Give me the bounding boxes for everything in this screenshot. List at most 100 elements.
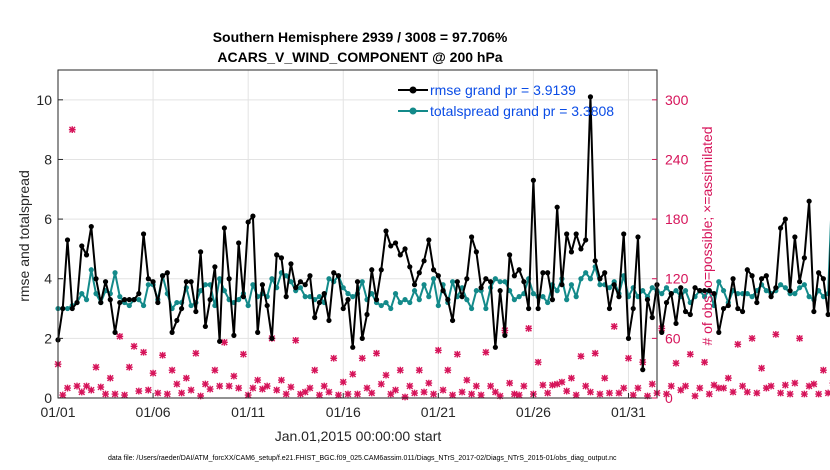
rmse-point bbox=[88, 223, 94, 230]
obs-point bbox=[387, 390, 395, 398]
obs-point bbox=[805, 382, 813, 390]
obs-point bbox=[292, 336, 300, 344]
legend-spread-marker bbox=[409, 107, 417, 115]
rmse-point bbox=[583, 237, 589, 243]
totalspread-point bbox=[492, 276, 498, 282]
rmse-point bbox=[663, 299, 670, 306]
obs-point bbox=[515, 391, 523, 399]
rmse-point bbox=[445, 297, 451, 303]
rmse-point bbox=[340, 305, 346, 312]
totalspread-point bbox=[449, 279, 456, 285]
rmse-point bbox=[792, 234, 798, 240]
rmse-point bbox=[240, 294, 247, 300]
obs-point bbox=[316, 391, 323, 399]
obs-point bbox=[743, 388, 751, 396]
obs-point bbox=[796, 334, 804, 342]
rmse-point bbox=[440, 288, 446, 294]
totalspread-point bbox=[288, 279, 294, 285]
rmse-point bbox=[245, 219, 251, 225]
obs-point bbox=[121, 391, 128, 399]
obs-point bbox=[68, 126, 76, 134]
totalspread-point bbox=[568, 282, 575, 288]
totalspread-point bbox=[801, 282, 807, 288]
y-right-tick-label: 180 bbox=[665, 211, 689, 227]
obs-point bbox=[477, 391, 485, 399]
rmse-point bbox=[255, 329, 261, 335]
totalspread-point bbox=[174, 299, 180, 306]
rmse-point bbox=[407, 264, 413, 270]
rmse-point bbox=[526, 305, 532, 312]
obs-point bbox=[568, 374, 575, 382]
obs-point bbox=[325, 388, 333, 396]
obs-point bbox=[458, 388, 466, 396]
totalspread-point bbox=[778, 282, 784, 288]
rmse-point bbox=[164, 270, 170, 276]
obs-point bbox=[449, 391, 456, 399]
totalspread-point bbox=[497, 279, 503, 285]
y-right-tick-label: 120 bbox=[665, 271, 689, 287]
chart-title-line2: ACARS_V_WIND_COMPONENT @ 200 hPa bbox=[217, 49, 502, 65]
rmse-point bbox=[354, 279, 361, 285]
rmse-point bbox=[668, 291, 674, 297]
totalspread-point bbox=[326, 276, 332, 282]
obs-point bbox=[401, 393, 409, 401]
totalspread-point bbox=[511, 297, 517, 303]
obs-point bbox=[648, 380, 656, 388]
totalspread-point bbox=[682, 288, 689, 294]
rmse-point bbox=[207, 297, 213, 303]
totalspread-point bbox=[430, 276, 437, 282]
obs-point bbox=[116, 332, 124, 340]
rmse-point bbox=[621, 231, 627, 237]
rmse-point bbox=[758, 276, 765, 282]
totalspread-point bbox=[136, 297, 142, 303]
obs-point bbox=[710, 381, 718, 389]
y-left-tick-label: 6 bbox=[44, 211, 52, 227]
obs-point bbox=[601, 374, 609, 382]
totalspread-point bbox=[502, 279, 508, 285]
rmse-point bbox=[402, 246, 408, 252]
y-right-tick-label: 0 bbox=[665, 390, 673, 406]
totalspread-point bbox=[145, 282, 151, 288]
rmse-point bbox=[602, 270, 608, 276]
y-left-tick-label: 0 bbox=[44, 390, 52, 406]
totalspread-point bbox=[564, 297, 570, 303]
obs-point bbox=[705, 390, 713, 398]
rmse-point bbox=[150, 279, 156, 285]
rmse-point bbox=[60, 305, 66, 312]
obs-point bbox=[354, 390, 361, 398]
x-axis-ticks: 01/01 01/06 01/11 01/16 01/21 01/26 01/31 bbox=[40, 393, 646, 420]
obs-point bbox=[392, 386, 399, 394]
rmse-point bbox=[516, 267, 522, 273]
rmse-point bbox=[468, 234, 475, 240]
obs-point bbox=[739, 382, 746, 390]
rmse-point bbox=[202, 323, 208, 330]
rmse-point bbox=[359, 335, 365, 341]
obs-point bbox=[411, 389, 418, 397]
obs-point bbox=[520, 382, 528, 390]
obs-point bbox=[320, 382, 328, 390]
obs-point bbox=[724, 374, 732, 382]
obs-point bbox=[64, 384, 71, 392]
obs-point bbox=[306, 384, 314, 392]
obs-point bbox=[144, 386, 152, 394]
totalspread-point bbox=[198, 288, 204, 294]
totalspread-point bbox=[578, 276, 584, 282]
rmse-point bbox=[383, 228, 389, 234]
totalspread-point bbox=[583, 270, 589, 276]
rmse-point bbox=[659, 329, 665, 335]
obs-point bbox=[406, 382, 414, 390]
obs-point bbox=[78, 388, 86, 396]
rmse-point bbox=[126, 297, 132, 303]
totalspread-point bbox=[88, 267, 94, 273]
rmse-point bbox=[616, 294, 622, 300]
rmse-point bbox=[121, 297, 128, 303]
rmse-point bbox=[98, 299, 104, 306]
rmse-point bbox=[193, 308, 199, 315]
totalspread-point bbox=[701, 294, 708, 300]
obs-point bbox=[173, 380, 181, 388]
totalspread-point bbox=[217, 276, 223, 282]
obs-point bbox=[111, 390, 119, 398]
totalspread-point bbox=[797, 285, 803, 291]
totalspread-point bbox=[340, 285, 346, 291]
totalspread-point bbox=[369, 291, 375, 297]
